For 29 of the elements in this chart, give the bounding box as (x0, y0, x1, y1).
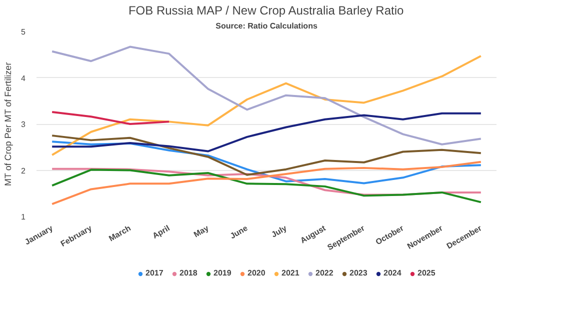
y-tick-label: 4 (21, 74, 26, 83)
chart-subtitle: Source: Ratio Calculations (216, 22, 318, 30)
legend-label: 2024 (384, 268, 402, 278)
legend-label: 2020 (248, 268, 266, 278)
line-series (51, 46, 482, 146)
line-series (51, 160, 482, 206)
y-tick-label: 3 (21, 120, 26, 129)
legend-label: 2023 (350, 268, 368, 278)
x-tick-label: June (228, 223, 250, 241)
x-tick-label: July (270, 223, 289, 240)
y-tick-label: 5 (21, 28, 26, 36)
legend-label: 2022 (316, 268, 334, 278)
chart-title: FOB Russia MAP / New Crop Australia Barley Ratio (128, 4, 404, 18)
line-series (51, 110, 170, 125)
line-series (51, 134, 482, 176)
y-tick-label: 1 (21, 212, 26, 222)
y-axis-title: MT of Crop Per MT of Fertilizer (3, 62, 14, 186)
legend-label: 2019 (214, 268, 232, 278)
line-series (51, 140, 482, 184)
x-tick-label: April (151, 224, 172, 241)
x-tick-label: May (192, 223, 211, 240)
line-series (51, 112, 482, 152)
line-series (51, 168, 482, 204)
y-tick-label: 2 (21, 166, 26, 176)
legend-label: 2018 (180, 268, 198, 278)
legend-label: 2017 (146, 268, 164, 278)
legend-label: 2021 (282, 268, 300, 278)
legend-label: 2025 (418, 268, 436, 278)
line-series (51, 55, 482, 156)
